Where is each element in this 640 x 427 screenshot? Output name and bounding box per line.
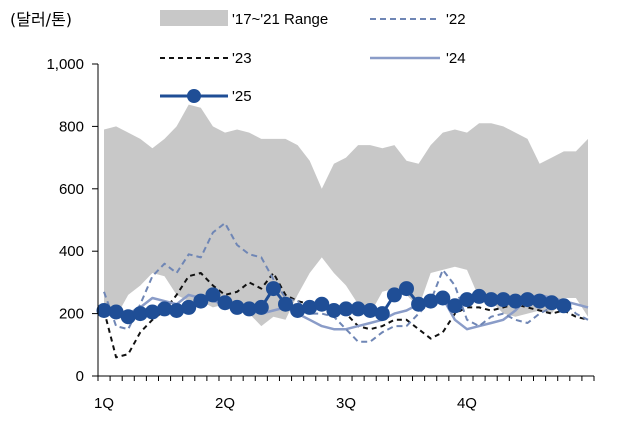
series-25-point [544,295,560,311]
x-tick-label: 3Q [336,395,356,412]
y-tick-label: 1,000 [46,56,84,73]
x-tick-label: 4Q [457,395,477,412]
series-25-point [374,306,390,322]
plot-area: 0 200 400 600 800 1,000 1Q 2Q 3Q 4Q [46,56,595,412]
legend-swatch-25-marker [187,89,201,103]
legend: '17~'21 Range '22 '23 '24 '25 [160,10,466,105]
y-tick-label: 200 [59,306,84,323]
series-25-point [326,303,342,318]
legend-label-22: '22 [446,11,466,28]
x-tick-label: 2Q [215,395,235,412]
series-25-point [108,304,124,320]
legend-swatch-range [160,10,228,26]
series-25-point [435,290,451,306]
series-25-point [386,287,402,303]
series-25-point [362,303,378,318]
series-25-point [253,299,269,315]
series-25-point [290,303,306,318]
series-25-point [120,309,136,325]
y-tick-label: 0 [76,368,84,385]
y-tick-label: 600 [59,181,84,198]
series-25-point [132,306,148,322]
y-tick-label: 800 [59,118,84,135]
series-25-point [157,301,172,317]
series-25-point [556,298,572,314]
series-25-point [96,303,112,318]
series-25-point [350,301,366,317]
legend-label-23: '23 [232,50,252,67]
y-tick-label: 400 [59,243,84,260]
series-25-point [495,292,511,308]
series-25-point [181,299,197,315]
series-25-point [423,293,439,309]
unit-label: (달러/톤) [10,10,72,29]
series-25-point [507,293,523,309]
series-25-point [459,292,475,308]
series-25-point [338,301,354,317]
series-25-point [411,296,427,312]
x-tick-label: 1Q [94,395,114,412]
series-25-point [169,303,185,318]
series-25-point [532,293,548,309]
series-25-point [302,299,318,315]
legend-label-25: '25 [232,88,252,105]
series-25-point [144,304,160,320]
series-line-22 [103,222,589,343]
range-band-area [104,104,588,327]
series-25-point [399,281,414,297]
series-25-point [193,293,209,309]
series-25-point [483,292,499,308]
series-25-point [205,287,221,303]
series-25-point [265,281,281,297]
series-25-point [241,301,257,317]
series-25-point [217,295,233,311]
legend-label-range: '17~'21 Range [232,11,328,28]
series-25-point [278,296,293,312]
series-25-point [229,299,245,315]
series-25-point [471,288,487,304]
series-25-point [447,298,463,314]
series-25-point [314,296,330,312]
legend-label-24: '24 [446,50,466,67]
series-25-point [520,292,535,308]
